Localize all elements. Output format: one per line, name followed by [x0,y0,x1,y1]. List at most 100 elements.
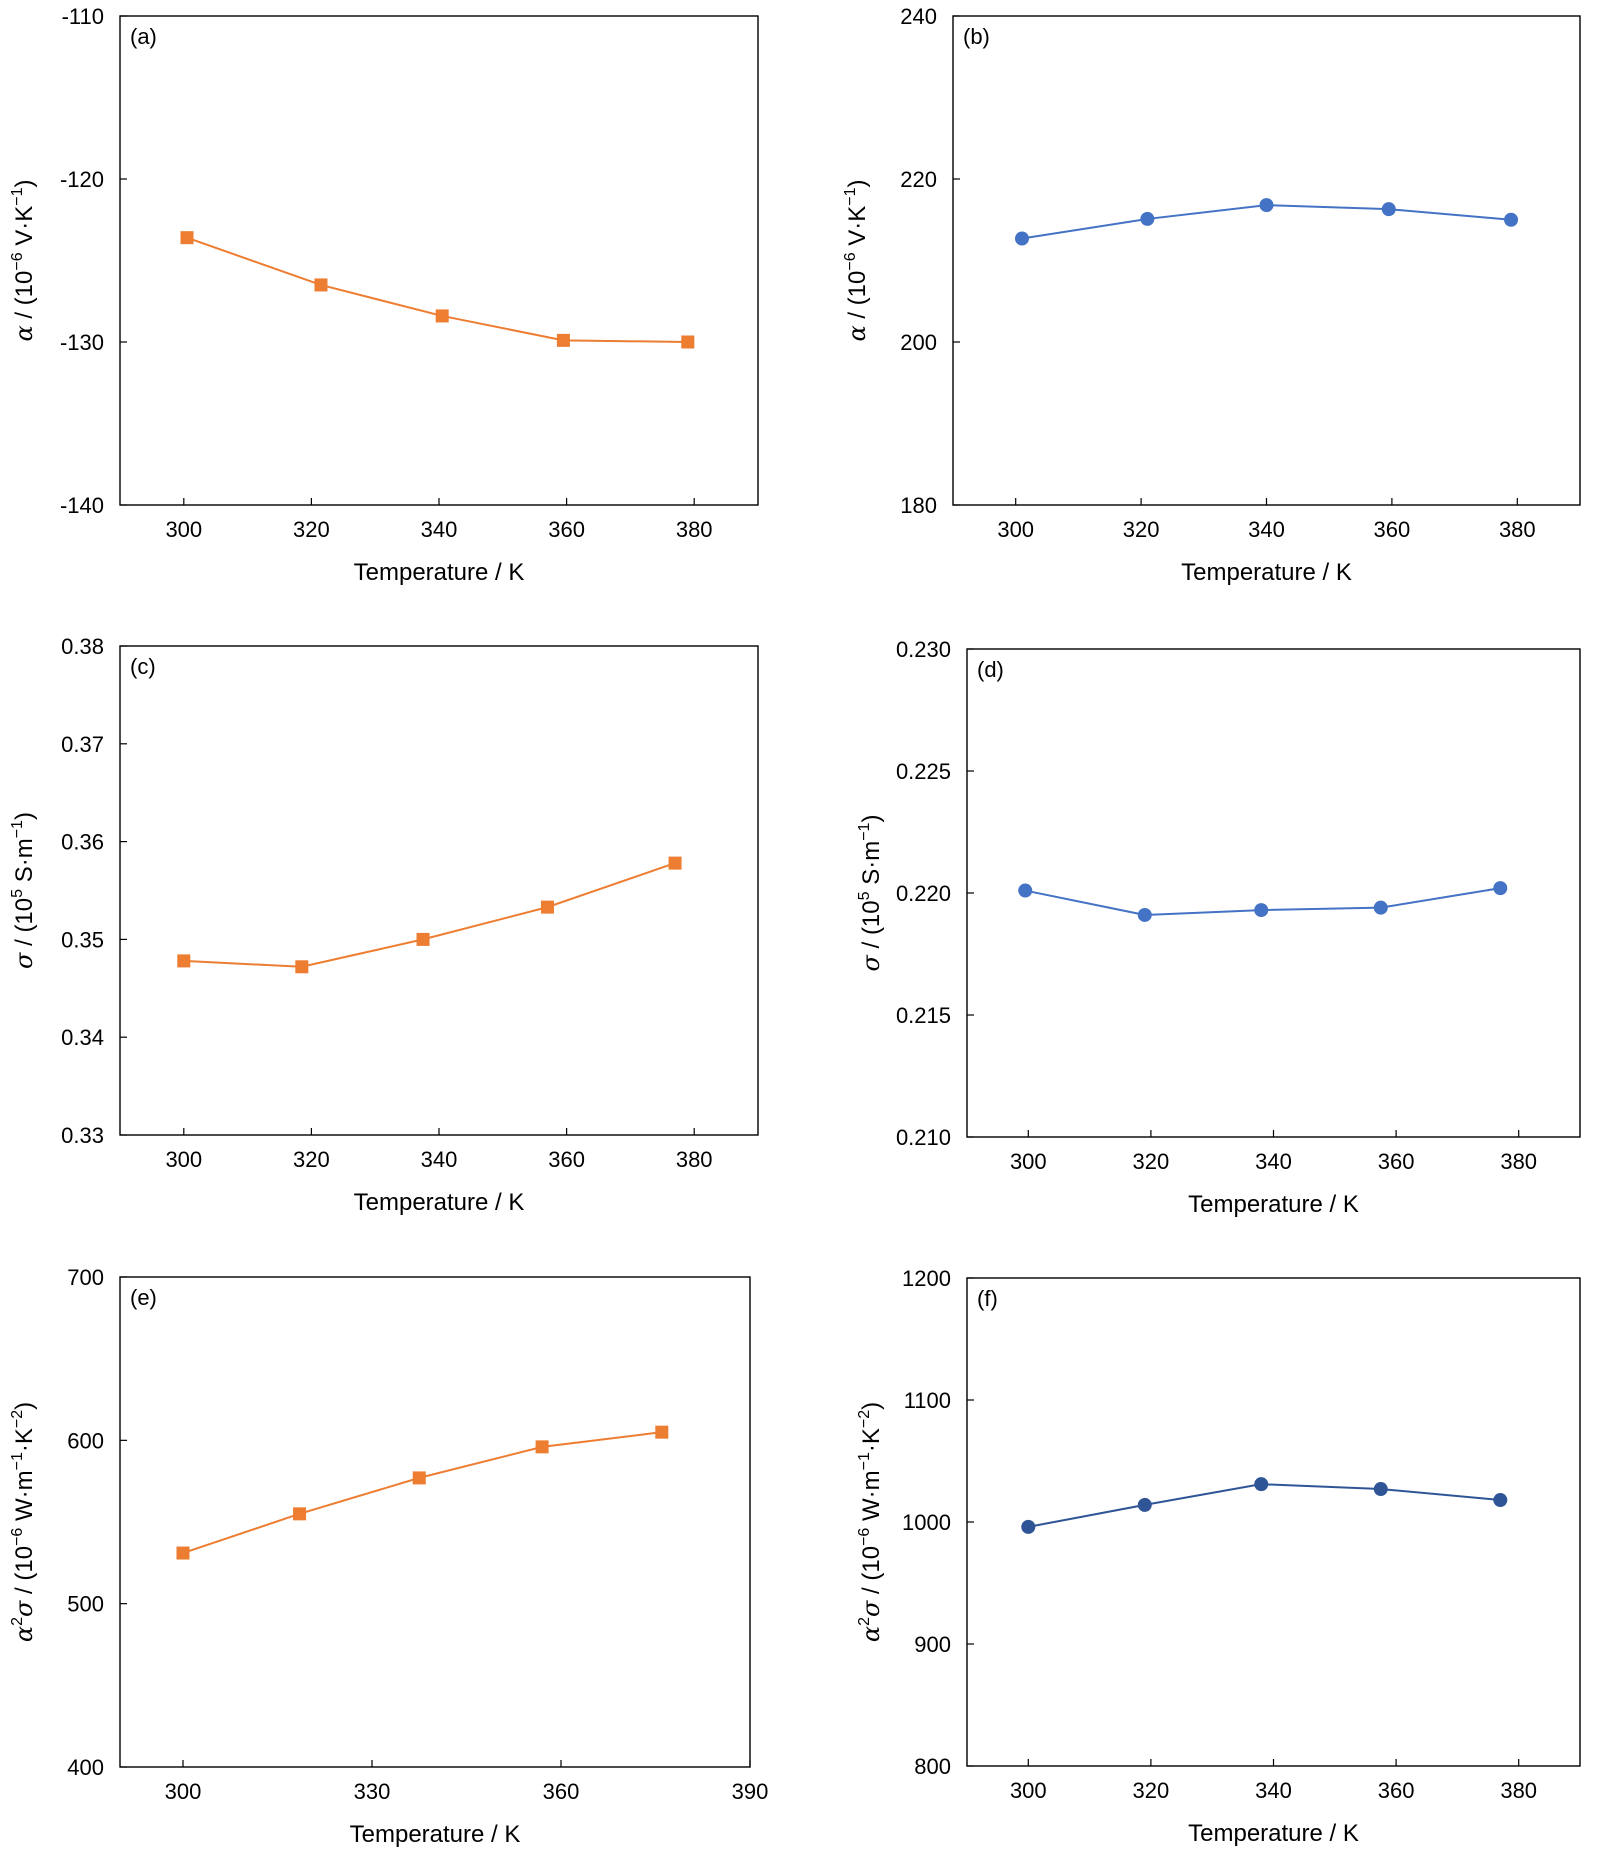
x-axis-label: Temperature / K [1181,559,1352,586]
y-tick-label: 0.210 [896,1125,951,1150]
data-point [293,1507,307,1521]
y-tick-label: 180 [900,493,937,518]
y-axis-label: α2σ / (10−6 W·m−1·K−2) [856,1402,885,1642]
y-axis-label: α / (10−6 V·K−1) [842,179,871,341]
plot-frame [966,648,1581,1138]
chart-panel-f: 300 320 340 360 380 800 900 1000 1100 1200 (f) Temp… [856,1266,1581,1847]
y-tick-label: 0.215 [896,1003,951,1028]
x-axis-label: Temperature / K [354,1189,525,1216]
y-tick-label: 220 [900,167,937,192]
data-point [556,333,570,347]
y-tick-label: -110 [62,4,104,29]
data-point [1373,900,1388,915]
x-tick-label: 340 [1255,1778,1292,1803]
plot-frame [119,1276,751,1768]
plot-frame [952,15,1581,506]
panel-label: (b) [963,24,990,49]
x-tick-label: 300 [165,1779,202,1804]
x-tick-label: 300 [997,517,1034,542]
data-point [655,1425,669,1439]
data-point [1254,1477,1269,1492]
panel-label: (a) [130,24,157,49]
x-tick-label: 390 [732,1779,769,1804]
y-tick-label: 0.35 [61,927,104,952]
x-tick-label: 380 [1499,517,1536,542]
plot-frame [119,645,759,1136]
x-tick-label: 320 [1133,1149,1170,1174]
x-tick-label: 380 [1500,1149,1537,1174]
x-tick-label: 320 [293,1147,330,1172]
data-point [1259,198,1274,213]
y-tick-label: 0.37 [61,732,104,757]
x-tick-label: 360 [1374,517,1411,542]
data-point [1014,231,1029,246]
x-tick-label: 300 [165,517,202,542]
y-tick-label: 900 [914,1632,951,1657]
y-tick-label: 0.38 [61,634,104,659]
y-tick-label: 400 [67,1755,104,1780]
series-line [182,1431,662,1554]
data-point [1373,1482,1388,1497]
panel-label: (d) [977,657,1004,682]
chart-panel-e: 300 330 360 390 400 500 600 700 (e) Temperature /… [9,1265,768,1848]
y-tick-label: 1000 [902,1510,951,1535]
x-tick-label: 360 [543,1779,580,1804]
data-point [1137,907,1152,922]
data-point [435,309,449,323]
data-point [416,932,430,946]
y-axis-label: σ / (105 S·m−1) [9,812,38,969]
y-tick-label: 0.230 [896,637,951,662]
x-axis-label: Temperature / K [1188,1191,1359,1218]
data-point [1140,211,1155,226]
data-point [1493,881,1508,896]
y-tick-label: 0.33 [61,1123,104,1148]
x-tick-label: 340 [421,517,458,542]
panel-label: (c) [130,654,156,679]
x-tick-label: 340 [421,1147,458,1172]
y-tick-label: 0.36 [61,830,104,855]
data-point [1254,903,1269,918]
data-point [176,1546,190,1560]
data-point [180,231,194,245]
data-point [1137,1497,1152,1512]
x-tick-label: 300 [165,1147,202,1172]
data-point [177,954,191,968]
y-tick-label: 1200 [902,1266,951,1291]
y-axis-label: α2σ / (10−6 W·m−1·K−2) [9,1402,38,1642]
x-tick-label: 360 [548,517,585,542]
y-tick-label: 200 [900,330,937,355]
x-tick-label: 380 [1500,1778,1537,1803]
x-tick-label: 330 [354,1779,391,1804]
y-axis-label: σ / (105 S·m−1) [856,815,885,972]
x-tick-label: 320 [1133,1778,1170,1803]
y-tick-label: 0.225 [896,759,951,784]
data-point [1381,202,1396,217]
y-tick-label: 800 [914,1754,951,1779]
y-tick-label: 500 [67,1592,104,1617]
x-axis-label: Temperature / K [350,1821,521,1848]
data-point [681,335,695,349]
series-line [1028,1483,1501,1528]
y-tick-label: 1100 [904,1388,951,1413]
x-axis-label: Temperature / K [354,559,525,586]
y-tick-label: -120 [60,167,104,192]
x-tick-label: 320 [1123,517,1160,542]
x-tick-label: 320 [293,517,330,542]
data-point [1021,1519,1036,1534]
series-line [186,236,688,343]
series-line [183,862,676,968]
chart-panel-b: 300 320 340 360 380 180 200 220 240 (b) Temperatur… [842,4,1581,586]
x-axis-label: Temperature / K [1188,1820,1359,1847]
chart-panel-c: 300 320 340 360 380 0.33 0.34 0.35 0.36 0.37 0.38 (… [9,634,759,1216]
y-tick-label: 0.220 [896,881,951,906]
data-point [314,278,328,292]
x-tick-label: 360 [548,1147,585,1172]
y-tick-label: 700 [67,1265,104,1290]
y-tick-label: 240 [900,4,937,29]
x-tick-label: 360 [1378,1149,1415,1174]
panel-label: (f) [977,1286,998,1311]
data-point [1504,212,1519,227]
x-tick-label: 300 [1010,1778,1047,1803]
data-point [1018,883,1033,898]
